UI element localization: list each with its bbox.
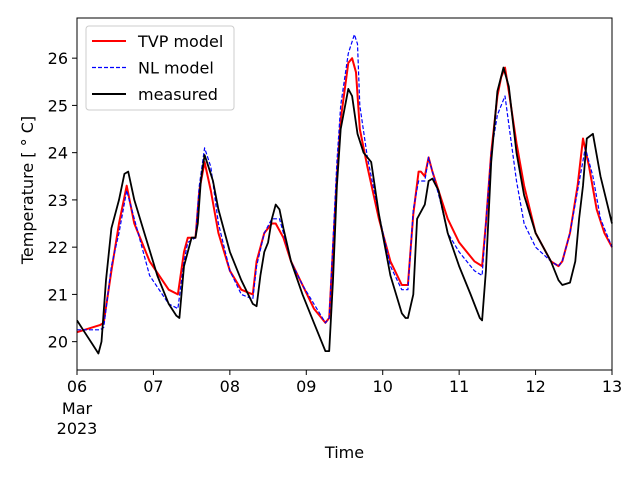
- x-tick-label: 10: [373, 377, 393, 396]
- y-tick-label: 21: [48, 285, 68, 304]
- y-tick-label: 25: [48, 96, 68, 115]
- series-line-measured: [76, 66, 613, 355]
- x-tick-label: 11: [449, 377, 469, 396]
- y-axis: 20 21 22 23 24 25 26: [48, 49, 77, 352]
- y-axis-label: Temperature [ ° C]: [18, 116, 37, 265]
- x-tick-label: 09: [296, 377, 316, 396]
- legend-label-nl: NL model: [138, 59, 214, 78]
- x-tick-label: 12: [525, 377, 545, 396]
- series-line-nl-model: [77, 33, 613, 331]
- y-tick-label: 24: [48, 144, 68, 163]
- y-tick-label: 20: [48, 333, 68, 352]
- x-tick-label: 07: [143, 377, 163, 396]
- x-tick-sublabel: 2023: [57, 419, 98, 438]
- plot-area-frame: [76, 17, 613, 371]
- x-axis-label: Time: [324, 443, 364, 462]
- y-tick-label: 22: [48, 238, 68, 257]
- y-tick-label: 26: [48, 49, 68, 68]
- legend-label-measured: measured: [138, 85, 218, 104]
- legend-label-tvp: TVP model: [137, 32, 223, 51]
- x-tick-sublabel: Mar: [62, 399, 93, 418]
- x-tick-label: 08: [220, 377, 240, 396]
- x-tick-label: 13: [602, 377, 622, 396]
- x-tick-label: 06: [67, 377, 87, 396]
- y-tick-label: 23: [48, 191, 68, 210]
- series-layer: [76, 33, 613, 355]
- legend: TVP model NL model measured: [85, 25, 235, 111]
- legend-box: [85, 25, 235, 111]
